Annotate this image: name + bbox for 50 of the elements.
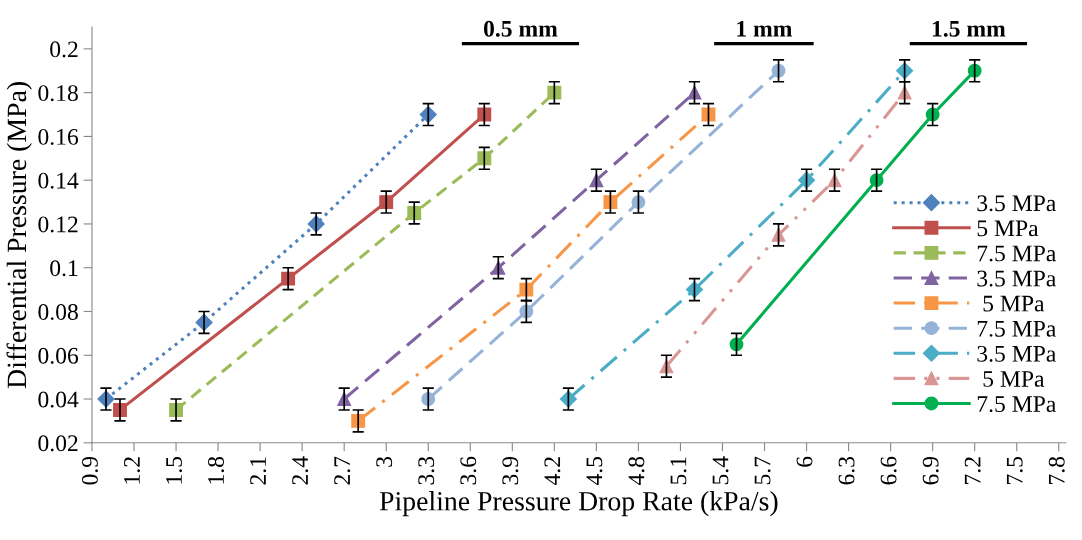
x-tick-label: 5.1 xyxy=(670,457,687,485)
legend-label: 5 MPa xyxy=(983,371,1045,387)
legend-label: 7.5 MPa xyxy=(977,245,1056,262)
annotation: 1.5 mm xyxy=(932,20,1006,37)
y-tick-label: 0.04 xyxy=(38,391,79,408)
x-tick-label: 6.9 xyxy=(922,456,939,485)
x-tick-label: 6.3 xyxy=(838,456,855,485)
x-tick-label: 6.6 xyxy=(880,456,897,485)
x-tick-label: 4.5 xyxy=(586,456,603,486)
point xyxy=(603,195,618,210)
y-tick-label: 0.02 xyxy=(38,435,78,452)
x-tick-label: 7.2 xyxy=(964,457,981,484)
x-tick-label: 1.2 xyxy=(124,457,141,484)
x-tick-label: 3.9 xyxy=(502,456,519,485)
x-axis-title: Pipeline Pressure Drop Rate (kPa/s) xyxy=(379,491,778,517)
x-tick-label: 3.6 xyxy=(460,456,477,485)
legend-label: 7.5 MPa xyxy=(977,396,1056,413)
x-tick-label: 4.2 xyxy=(544,457,561,486)
legend-label: 5 MPa xyxy=(977,220,1039,237)
legend-label: 3.5 MPa xyxy=(977,270,1056,287)
x-tick-label: 2.7 xyxy=(334,456,351,485)
x-tick-label: 4.8 xyxy=(628,456,645,486)
x-tick-label: 7.5 xyxy=(1006,456,1023,484)
legend-label: 3.5 MPa xyxy=(977,345,1056,362)
x-tick-label: 5.7 xyxy=(754,456,771,485)
y-tick-label: 0.12 xyxy=(38,216,78,233)
y-tick-label: 0.14 xyxy=(38,172,79,189)
y-axis-title: Differential Pressure (MPa) xyxy=(6,82,32,389)
legend-label: 3.5 MPa xyxy=(977,195,1056,212)
x-tick-label: 1.5 xyxy=(166,456,183,484)
y-tick-label: 0.16 xyxy=(38,128,79,145)
x-tick-label: 0.9 xyxy=(81,456,98,485)
y-tick-label: 0.2 xyxy=(50,41,78,58)
legend-label: 7.5 MPa xyxy=(977,320,1056,337)
x-tick-label: 6 xyxy=(796,456,813,467)
x-tick-label: 3 xyxy=(376,456,393,467)
y-tick-label: 0.18 xyxy=(38,85,78,102)
legend-label: 5 MPa xyxy=(983,295,1045,312)
point xyxy=(547,85,562,100)
y-tick-label: 0.06 xyxy=(38,347,79,364)
x-tick-label: 3.3 xyxy=(418,456,435,485)
x-tick-label: 1.8 xyxy=(208,456,225,484)
annotation: 0.5 mm xyxy=(483,20,558,37)
y-tick-label: 0.08 xyxy=(38,303,78,321)
x-tick-label: 2.1 xyxy=(250,457,267,485)
annotation: 1 mm xyxy=(737,20,793,37)
x-tick-label: 5.4 xyxy=(712,456,729,485)
y-tick-label: 0.1 xyxy=(50,260,78,277)
x-tick-label: 2.4 xyxy=(292,456,309,485)
x-tick-label: 7.8 xyxy=(1048,456,1065,484)
